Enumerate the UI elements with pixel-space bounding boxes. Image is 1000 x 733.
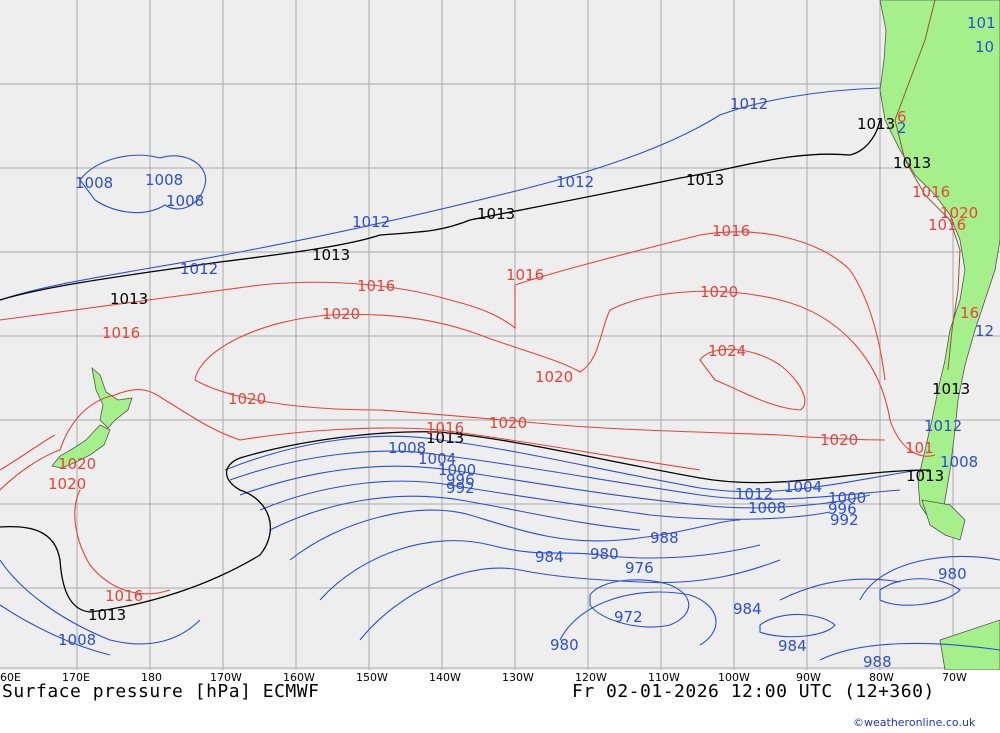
lon-label: 160W xyxy=(283,671,315,684)
label-1013: 1013 xyxy=(893,154,931,172)
label-1013: 1013 xyxy=(88,606,126,624)
label-1020: 1020 xyxy=(489,414,527,432)
label-1013: 1013 xyxy=(312,246,350,264)
credit-link[interactable]: ©weatheronline.co.uk xyxy=(853,716,976,729)
label-1024: 1024 xyxy=(708,342,746,360)
label-1013: 1013 xyxy=(932,380,970,398)
isobars-low xyxy=(0,87,1000,661)
label-1020: 1020 xyxy=(535,368,573,386)
label-976: 976 xyxy=(625,559,654,577)
label-992: 992 xyxy=(446,479,475,497)
label-1012: 1012 xyxy=(352,213,390,231)
new-zealand-north xyxy=(91,366,133,429)
ocean-background xyxy=(0,0,1000,670)
label-996: 996 xyxy=(828,500,857,518)
label-1013: 1013 xyxy=(110,290,148,308)
label-1016: 1016 xyxy=(102,324,140,342)
label-6: 6 xyxy=(897,108,907,126)
label-1013: 1013 xyxy=(906,467,944,485)
label-1004: 1004 xyxy=(784,478,822,496)
label-980: 980 xyxy=(590,545,619,563)
lon-label: 140W xyxy=(429,671,461,684)
label-988: 988 xyxy=(863,653,892,671)
label-1016: 1016 xyxy=(928,216,966,234)
lon-label: 170W xyxy=(210,671,242,684)
label-1016: 101 xyxy=(905,439,934,457)
lon-label: 80W xyxy=(869,671,894,684)
label-1012: 1012 xyxy=(924,417,962,435)
lon-label: 110W xyxy=(648,671,680,684)
new-zealand-south xyxy=(51,424,111,469)
valid-time: Fr 02-01-2026 12:00 UTC (12+360) xyxy=(572,681,935,702)
label-1008: 1008 xyxy=(75,174,113,192)
grid xyxy=(0,0,1000,670)
label-980: 980 xyxy=(550,636,579,654)
label-1016: 1016 xyxy=(357,277,395,295)
longitude-labels: 60E 170E 180 170W 160W 150W 140W 130W 12… xyxy=(0,671,967,684)
lon-label: 170E xyxy=(62,671,90,684)
label-984: 984 xyxy=(733,600,762,618)
label-1008: 1008 xyxy=(748,499,786,517)
lon-label: 100W xyxy=(718,671,750,684)
label-1016: 1016 xyxy=(105,587,143,605)
patagonia-east xyxy=(939,619,1000,671)
label-984: 984 xyxy=(535,548,564,566)
label-101: 101 xyxy=(967,14,996,32)
label-1012: 1012 xyxy=(556,173,594,191)
label-12: 12 xyxy=(975,322,994,340)
patagonia-tip xyxy=(921,499,966,541)
label-1020: 1020 xyxy=(940,204,978,222)
label-1020: 1020 xyxy=(58,455,96,473)
label-1016: 1016 xyxy=(712,222,750,240)
label-996: 996 xyxy=(446,471,475,489)
label-1000: 1000 xyxy=(438,461,476,479)
lon-label: 90W xyxy=(796,671,821,684)
isobars-high xyxy=(0,231,936,595)
lon-label: 70W xyxy=(942,671,967,684)
label-1020: 1020 xyxy=(322,305,360,323)
label-1008: 1008 xyxy=(166,192,204,210)
label-1013: 1013 xyxy=(477,205,515,223)
label-1004: 1004 xyxy=(418,450,456,468)
label-972: 972 xyxy=(614,608,643,626)
label-1000: 1000 xyxy=(828,489,866,507)
lon-label: 130W xyxy=(502,671,534,684)
label-1016: 1016 xyxy=(426,419,464,437)
label-1013: 1013 xyxy=(857,115,895,133)
label-980: 980 xyxy=(938,565,967,583)
label-10: 10 xyxy=(975,38,994,56)
lon-label: 150W xyxy=(356,671,388,684)
label-1012: 1012 xyxy=(730,95,768,113)
lon-label: 120W xyxy=(575,671,607,684)
isobar-labels: 1012 1012 1012 1012 1008 1008 1008 1013 … xyxy=(48,14,996,671)
land xyxy=(51,0,1000,671)
label-1013: 1013 xyxy=(686,171,724,189)
label-992: 992 xyxy=(830,511,859,529)
label-1008: 1008 xyxy=(145,171,183,189)
label-1020: 1020 xyxy=(228,390,266,408)
label-1016: 1016 xyxy=(912,183,950,201)
label-1020: 1020 xyxy=(700,283,738,301)
label-1012: 1012 xyxy=(735,485,773,503)
label-1008: 1008 xyxy=(388,439,426,457)
label-16: 16 xyxy=(960,304,979,322)
lon-label: 180 xyxy=(141,671,162,684)
map-title: Surface pressure [hPa] ECMWF xyxy=(2,681,319,702)
label-1016: 1016 xyxy=(506,266,544,284)
andes-terrain xyxy=(894,0,961,371)
label-1020: 1020 xyxy=(48,475,86,493)
label-1020: 1020 xyxy=(820,431,858,449)
footer-background xyxy=(0,670,1000,733)
lon-label: 60E xyxy=(0,671,21,684)
south-america xyxy=(879,0,1000,526)
isobar-1013 xyxy=(0,119,931,613)
label-1012: 1012 xyxy=(180,260,218,278)
label-984: 984 xyxy=(778,637,807,655)
label-1013: 1013 xyxy=(426,429,464,447)
label-988: 988 xyxy=(650,529,679,547)
label-1008: 1008 xyxy=(940,453,978,471)
label-1008: 1008 xyxy=(58,631,96,649)
label-2: 2 xyxy=(897,119,907,137)
